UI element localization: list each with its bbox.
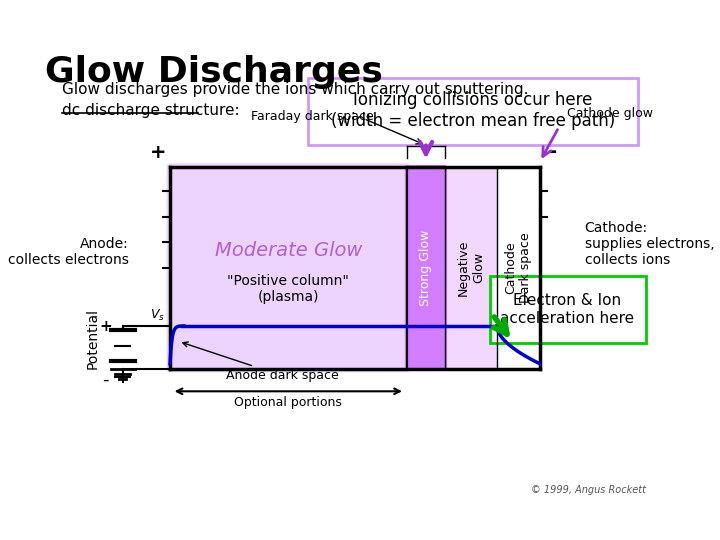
Text: © 1999, Angus Rockett: © 1999, Angus Rockett [531,485,646,495]
FancyBboxPatch shape [490,276,646,343]
Text: Cathode:
supplies electrons,
collects ions: Cathode: supplies electrons, collects io… [585,220,714,267]
Text: Glow Discharges: Glow Discharges [45,55,383,89]
Text: Negative
Glow: Negative Glow [457,240,485,296]
Text: Moderate Glow: Moderate Glow [215,241,362,260]
Text: -: - [547,141,557,161]
Text: Cathode
Dark space: Cathode Dark space [505,233,533,303]
Text: Faraday dark space: Faraday dark space [251,110,374,123]
Text: Cathode glow: Cathode glow [567,107,654,120]
Text: Anode dark space: Anode dark space [183,342,338,382]
Text: Optional portions: Optional portions [235,396,342,409]
FancyBboxPatch shape [405,165,447,370]
FancyBboxPatch shape [307,78,638,145]
Text: Strong Glow: Strong Glow [420,230,433,306]
Text: Ionizing collisions occur here
(width = electron mean free path): Ionizing collisions occur here (width = … [330,91,615,130]
Bar [445,167,497,369]
FancyBboxPatch shape [166,163,410,373]
Text: dc discharge structure:: dc discharge structure: [63,103,240,118]
Text: "Positive column"
(plasma): "Positive column" (plasma) [228,274,349,305]
Text: -: - [102,371,109,389]
Text: Electron & Ion
acceleration here: Electron & Ion acceleration here [500,293,634,326]
Text: $V_s$: $V_s$ [150,308,165,323]
Text: Potential: Potential [86,308,99,369]
Text: +: + [150,143,166,161]
Text: +: + [99,319,112,334]
Text: Anode:
collects electrons: Anode: collects electrons [8,237,129,267]
Text: Glow discharges provide the ions which carry out sputtering.: Glow discharges provide the ions which c… [63,83,529,97]
